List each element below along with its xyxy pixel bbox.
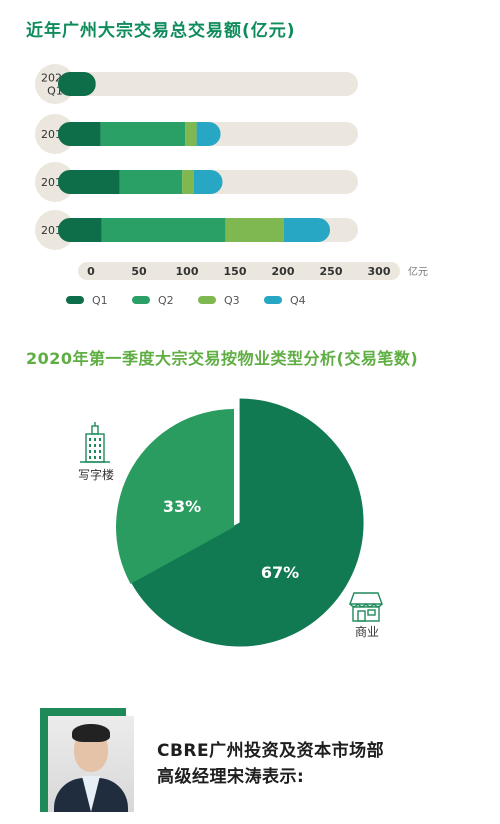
- bar-segment-q3: [185, 122, 197, 146]
- pie-chart-title: 2020年第一季度大宗交易按物业类型分析(交易笔数): [26, 349, 419, 368]
- pie-slice-commercial: [130, 398, 364, 647]
- x-tick-label: 250: [320, 265, 343, 278]
- bar-segment-q1: [91, 170, 120, 194]
- legend-label: Q2: [158, 294, 174, 307]
- bar-segment-q4: [283, 218, 331, 242]
- x-tick-label: 100: [176, 265, 199, 278]
- office-building-icon: [80, 422, 110, 463]
- bar-chart-title: 近年广州大宗交易总交易额(亿元): [26, 21, 296, 41]
- legend-swatch-q1: [66, 296, 84, 304]
- legend-swatch-q2: [132, 296, 150, 304]
- bar-segment-q1: [91, 218, 102, 242]
- pie-category-label: 写字楼: [78, 467, 114, 482]
- x-axis-track: [78, 262, 400, 280]
- legend-label: Q3: [224, 294, 240, 307]
- portrait-frame: [40, 708, 134, 812]
- legend-swatch-q3: [198, 296, 216, 304]
- pie-value-label: 33%: [163, 497, 201, 516]
- x-tick-label: 0: [87, 265, 95, 278]
- bar-segment-q2: [119, 170, 183, 194]
- bar-segment-q4: [193, 170, 223, 194]
- bar-segment-cap: [58, 122, 91, 146]
- portrait-photo: [48, 716, 134, 812]
- bar-segment-cap: [58, 170, 91, 194]
- bar-segment-q3: [225, 218, 284, 242]
- x-tick-label: 300: [368, 265, 391, 278]
- bar-segment-q2: [100, 122, 186, 146]
- bar-segment-q1: [91, 122, 101, 146]
- bar-track: [58, 72, 358, 96]
- pie-slice-office: [115, 409, 234, 584]
- bar-segment-q3: [182, 170, 194, 194]
- bar-segment-q2: [101, 218, 226, 242]
- pie-category-label: 商业: [355, 624, 379, 639]
- x-tick-label: 50: [131, 265, 147, 278]
- bar-segment-cap: [58, 218, 91, 242]
- bar-segment-cap: [58, 72, 91, 96]
- legend-label: Q4: [290, 294, 306, 307]
- bar-segment-q1: [91, 72, 96, 96]
- shop-icon: [349, 592, 383, 622]
- bar-segment-q4: [196, 122, 221, 146]
- x-axis-unit: 亿元: [408, 265, 428, 278]
- quote-line-2: 高级经理宋涛表示:: [157, 767, 305, 787]
- pie-value-label: 67%: [261, 563, 299, 582]
- x-tick-label: 200: [272, 265, 295, 278]
- legend-label: Q1: [92, 294, 108, 307]
- quote-line-1: CBRE广州投资及资本市场部: [157, 741, 385, 761]
- x-tick-label: 150: [224, 265, 247, 278]
- legend-swatch-q4: [264, 296, 282, 304]
